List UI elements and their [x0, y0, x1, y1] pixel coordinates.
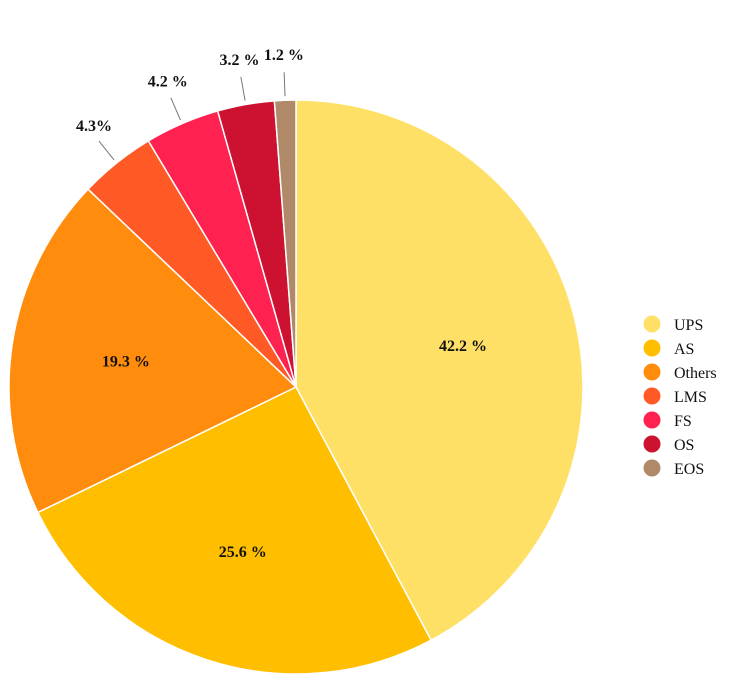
legend: UPS AS Others LMS FS OS EOS [643, 315, 717, 478]
legend-item-as: AS [643, 339, 694, 358]
slice-label-os: 3.2 % [219, 52, 259, 69]
pie-slice-as [36, 386, 433, 675]
legend-swatch-os [643, 435, 661, 453]
pie-slice-others [8, 188, 298, 514]
legend-swatch-lms [643, 387, 661, 405]
legend-item-others: Others [643, 363, 717, 382]
leader-line-fs [170, 97, 181, 121]
slice-labels: 42.2 % 25.6 % 19.3 % 4.3% 4.2 % 3.2 % 1.2 % [76, 47, 487, 561]
slice-label-eos: 1.2 % [264, 47, 304, 64]
leader-line-lms [98, 140, 115, 161]
slice-label-lms: 4.3% [76, 118, 112, 135]
leader-line-eos [283, 72, 286, 97]
legend-item-ups: UPS [643, 315, 703, 334]
leader-lines [98, 72, 286, 161]
legend-item-lms: LMS [643, 387, 707, 406]
legend-item-fs: FS [643, 411, 692, 430]
slice-label-ups: 42.2 % [439, 338, 487, 355]
legend-swatch-as [643, 339, 661, 357]
legend-label-others: Others [674, 365, 717, 382]
slice-label-others: 19.3 % [102, 354, 150, 371]
legend-swatch-others [643, 363, 661, 381]
pie-slice-ups [295, 99, 584, 642]
legend-label-fs: FS [674, 413, 692, 430]
slice-label-as: 25.6 % [219, 544, 267, 561]
legend-label-os: OS [674, 437, 694, 454]
legend-item-os: OS [643, 435, 694, 454]
legend-label-eos: EOS [674, 461, 704, 478]
pie-slice-eos [273, 99, 297, 388]
legend-swatch-ups [643, 315, 661, 333]
legend-label-ups: UPS [674, 317, 703, 334]
slice-label-fs: 4.2 % [148, 74, 188, 91]
pie-slices [8, 99, 584, 675]
legend-label-as: AS [674, 341, 694, 358]
legend-swatch-eos [643, 459, 661, 477]
legend-label-lms: LMS [674, 389, 707, 406]
legend-item-eos: EOS [643, 459, 704, 478]
leader-line-os [240, 76, 246, 101]
legend-swatch-fs [643, 411, 661, 429]
